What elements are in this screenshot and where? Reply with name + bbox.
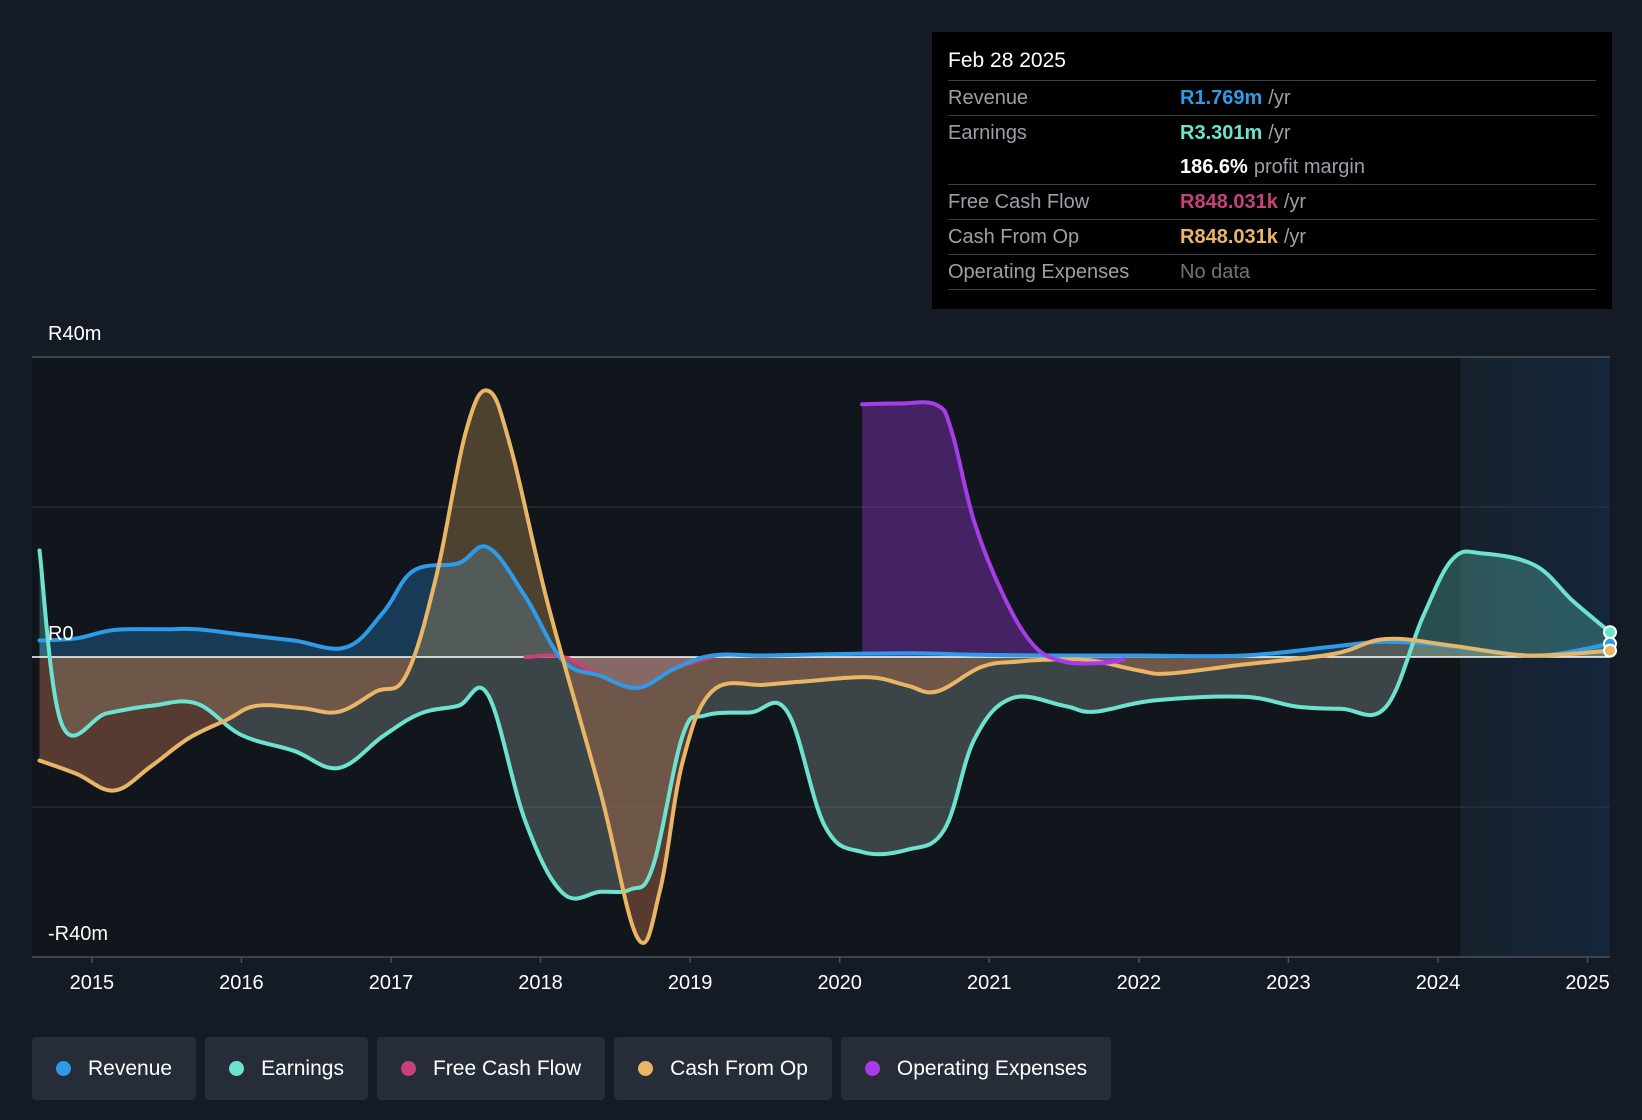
legend-label: Earnings bbox=[261, 1056, 344, 1080]
x-tick-label: 2023 bbox=[1266, 972, 1311, 994]
legend-dot-icon bbox=[864, 1061, 880, 1076]
tooltip-label: Revenue bbox=[948, 86, 1029, 109]
series-lines bbox=[37, 388, 1612, 945]
area-negative-cfo bbox=[39, 657, 1610, 943]
end-marker-earnings bbox=[1603, 625, 1617, 640]
legend-dot-icon bbox=[400, 1061, 416, 1076]
x-tick-label: 2025 bbox=[1565, 972, 1610, 994]
tooltip-value: R3.301m bbox=[1180, 121, 1263, 144]
x-ticks: 2015 2016 2017 2018 2019 2020 2021 2022 2023 2024… bbox=[70, 957, 1610, 994]
tooltip-unit: /yr bbox=[1268, 121, 1291, 144]
end-marker-cfo bbox=[1603, 643, 1617, 658]
tooltip-unit: profit margin bbox=[1253, 155, 1365, 178]
legend-dot-icon bbox=[638, 1061, 654, 1076]
tooltip-row-earnings: Earnings R3.301m /yr bbox=[948, 115, 1596, 150]
tooltip-row-revenue: Revenue R1.769m /yr bbox=[948, 80, 1596, 115]
y-label-top: R40m bbox=[48, 323, 101, 345]
tooltip-label: Operating Expenses bbox=[948, 260, 1130, 283]
tooltip-row-opex: Operating Expenses No data bbox=[948, 254, 1596, 290]
legend-label: Revenue bbox=[88, 1056, 173, 1080]
tooltip-row-fcf: Free Cash Flow R848.031k /yr bbox=[948, 184, 1596, 219]
legend-item-operating-expenses[interactable]: Operating Expenses bbox=[840, 1037, 1112, 1100]
tooltip-date: Feb 28 2025 bbox=[948, 49, 1066, 72]
x-tick-label: 2020 bbox=[817, 972, 862, 994]
tooltip-label: Earnings bbox=[948, 121, 1027, 144]
x-tick-label: 2021 bbox=[967, 972, 1012, 994]
x-tick-label: 2015 bbox=[70, 972, 115, 994]
x-tick-label: 2016 bbox=[219, 972, 264, 994]
legend-dot-icon bbox=[229, 1061, 245, 1076]
legend-item-revenue[interactable]: Revenue bbox=[32, 1037, 197, 1100]
x-tick-label: 2017 bbox=[369, 972, 414, 994]
legend-item-free-cash-flow[interactable]: Free Cash Flow bbox=[376, 1037, 606, 1100]
tooltip-value: 186.6% bbox=[1180, 155, 1248, 178]
tooltip-unit: /yr bbox=[1283, 225, 1307, 248]
area-revenue bbox=[39, 546, 1610, 688]
x-tick-label: 2018 bbox=[518, 972, 563, 994]
series-fills bbox=[39, 390, 1610, 944]
legend-dot-icon bbox=[56, 1061, 71, 1076]
tooltip-value: R848.031k bbox=[1180, 190, 1278, 213]
area-cfo bbox=[39, 390, 1610, 944]
tooltip-value: R848.031k bbox=[1180, 225, 1278, 248]
area-earnings bbox=[39, 550, 1610, 899]
legend-label: Cash From Op bbox=[670, 1056, 808, 1080]
line-opex bbox=[860, 400, 1126, 666]
tooltip-row-margin: 186.6% profit margin bbox=[948, 150, 1596, 184]
tooltip-row-cfo: Cash From Op R848.031k /yr bbox=[948, 219, 1596, 254]
x-tick-label: 2019 bbox=[668, 972, 713, 994]
line-revenue bbox=[37, 544, 1612, 690]
legend: Revenue Earnings Free Cash Flow Cash Fro… bbox=[32, 1037, 1112, 1100]
tooltip-value: No data bbox=[1180, 260, 1251, 283]
x-tick-label: 2024 bbox=[1416, 972, 1461, 994]
line-earnings bbox=[37, 548, 1612, 901]
area-negative-earnings bbox=[39, 657, 1610, 899]
tooltip-unit: /yr bbox=[1268, 86, 1291, 109]
area-opex bbox=[862, 402, 1124, 664]
legend-label: Free Cash Flow bbox=[432, 1056, 582, 1080]
end-markers bbox=[1603, 625, 1617, 658]
area-fcf bbox=[525, 655, 713, 688]
legend-item-earnings[interactable]: Earnings bbox=[205, 1037, 368, 1100]
legend-item-cash-from-op[interactable]: Cash From Op bbox=[614, 1037, 832, 1100]
y-label-zero: R0 bbox=[48, 623, 74, 645]
tooltip-label: Cash From Op bbox=[948, 225, 1080, 248]
y-label-bottom: -R40m bbox=[48, 923, 108, 945]
line-cfo bbox=[37, 388, 1612, 945]
tooltip-label: Free Cash Flow bbox=[948, 190, 1090, 213]
legend-label: Operating Expenses bbox=[896, 1056, 1088, 1080]
x-tick-label: 2022 bbox=[1117, 972, 1162, 994]
tooltip-panel: Feb 28 2025 Revenue R1.769m /yr Earnings… bbox=[932, 32, 1612, 309]
tooltip-unit: /yr bbox=[1283, 190, 1307, 213]
tooltip-value: R1.769m bbox=[1180, 86, 1263, 109]
